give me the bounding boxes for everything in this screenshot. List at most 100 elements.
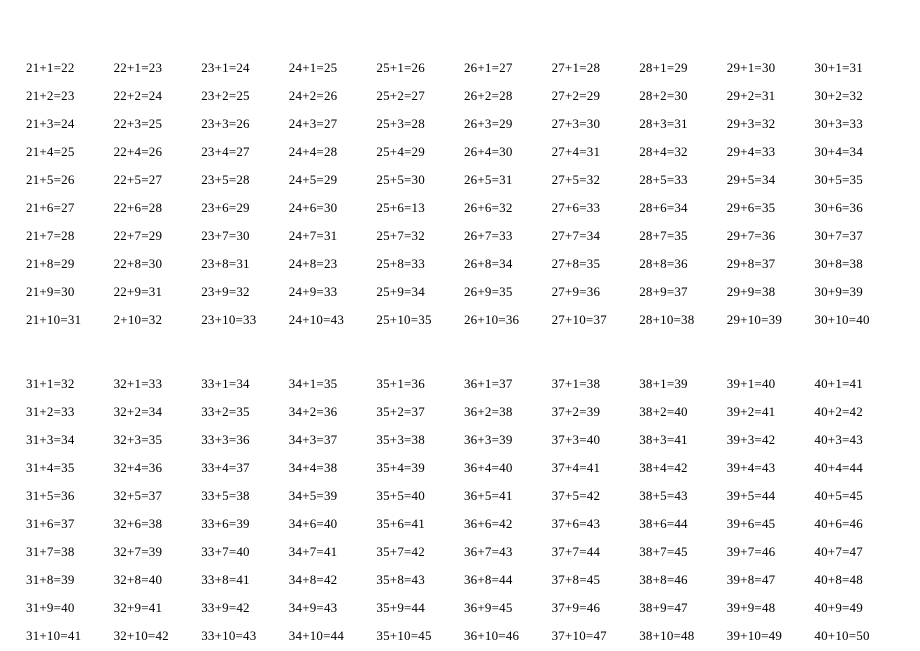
equation-cell: 26+6=32	[462, 200, 546, 216]
equation-cell: 34+1=35	[287, 376, 371, 392]
equation-cell: 29+5=34	[725, 172, 809, 188]
equation-cell: 37+1=38	[550, 376, 634, 392]
equation-cell: 24+6=30	[287, 200, 371, 216]
equation-cell: 28+8=36	[637, 256, 721, 272]
equation-cell: 37+7=44	[550, 544, 634, 560]
equation-cell: 30+5=35	[812, 172, 896, 188]
equation-cell: 30+8=38	[812, 256, 896, 272]
equation-cell: 27+7=34	[550, 228, 634, 244]
equation-cell: 30+6=36	[812, 200, 896, 216]
equation-cell: 24+3=27	[287, 116, 371, 132]
equation-cell: 24+4=28	[287, 144, 371, 160]
equation-cell: 31+9=40	[24, 600, 108, 616]
equation-cell: 36+10=46	[462, 628, 546, 644]
equation-cell: 34+4=38	[287, 460, 371, 476]
equation-cell: 24+2=26	[287, 88, 371, 104]
equation-cell: 38+6=44	[637, 516, 721, 532]
equation-cell: 27+2=29	[550, 88, 634, 104]
equation-cell: 26+5=31	[462, 172, 546, 188]
equation-cell: 28+4=32	[637, 144, 721, 160]
equation-cell: 23+6=29	[199, 200, 283, 216]
equation-cell: 38+7=45	[637, 544, 721, 560]
equation-cell: 34+3=37	[287, 432, 371, 448]
equation-cell: 38+1=39	[637, 376, 721, 392]
addition-table-page: 21+1=2222+1=2323+1=2424+1=2525+1=2626+1=…	[0, 0, 920, 651]
equation-cell: 29+2=31	[725, 88, 809, 104]
equation-cell: 35+8=43	[374, 572, 458, 588]
equation-cell: 31+4=35	[24, 460, 108, 476]
equation-cell: 31+8=39	[24, 572, 108, 588]
equation-cell: 38+9=47	[637, 600, 721, 616]
equation-cell: 38+3=41	[637, 432, 721, 448]
equation-cell: 40+9=49	[812, 600, 896, 616]
equation-cell: 29+4=33	[725, 144, 809, 160]
equation-cell: 34+5=39	[287, 488, 371, 504]
equation-cell: 32+2=34	[112, 404, 196, 420]
equation-cell: 34+7=41	[287, 544, 371, 560]
equation-cell: 22+8=30	[112, 256, 196, 272]
equation-cell: 38+4=42	[637, 460, 721, 476]
equation-cell: 40+5=45	[812, 488, 896, 504]
equation-cell: 29+9=38	[725, 284, 809, 300]
equation-cell: 34+9=43	[287, 600, 371, 616]
equation-cell: 36+3=39	[462, 432, 546, 448]
equation-cell: 29+10=39	[725, 312, 809, 328]
equation-cell: 40+4=44	[812, 460, 896, 476]
equation-cell: 23+4=27	[199, 144, 283, 160]
equation-cell: 24+1=25	[287, 60, 371, 76]
equation-cell: 25+2=27	[374, 88, 458, 104]
equation-cell: 33+3=36	[199, 432, 283, 448]
equation-cell: 30+9=39	[812, 284, 896, 300]
equation-cell: 36+8=44	[462, 572, 546, 588]
equation-cell: 22+3=25	[112, 116, 196, 132]
equation-cell: 27+4=31	[550, 144, 634, 160]
equation-cell: 30+7=37	[812, 228, 896, 244]
equation-cell: 30+1=31	[812, 60, 896, 76]
equation-cell: 37+3=40	[550, 432, 634, 448]
equation-cell: 36+5=41	[462, 488, 546, 504]
equation-cell: 31+6=37	[24, 516, 108, 532]
equation-cell: 36+6=42	[462, 516, 546, 532]
equation-cell: 35+5=40	[374, 488, 458, 504]
equation-cell: 24+5=29	[287, 172, 371, 188]
equation-cell: 27+6=33	[550, 200, 634, 216]
equation-cell: 36+4=40	[462, 460, 546, 476]
equation-cell: 34+2=36	[287, 404, 371, 420]
equation-cell: 26+4=30	[462, 144, 546, 160]
equation-cell: 39+1=40	[725, 376, 809, 392]
equation-cell: 35+10=45	[374, 628, 458, 644]
equation-cell: 34+6=40	[287, 516, 371, 532]
equation-cell: 28+2=30	[637, 88, 721, 104]
equation-cell: 21+10=31	[24, 312, 108, 328]
equation-cell: 25+10=35	[374, 312, 458, 328]
equation-cell: 37+2=39	[550, 404, 634, 420]
equation-cell: 28+6=34	[637, 200, 721, 216]
equation-cell: 31+1=32	[24, 376, 108, 392]
equation-cell: 22+4=26	[112, 144, 196, 160]
equation-cell: 40+3=43	[812, 432, 896, 448]
equation-cell: 29+8=37	[725, 256, 809, 272]
equation-cell: 23+7=30	[199, 228, 283, 244]
equation-cell: 22+7=29	[112, 228, 196, 244]
equation-cell: 33+5=38	[199, 488, 283, 504]
equation-cell: 27+5=32	[550, 172, 634, 188]
equation-cell: 39+2=41	[725, 404, 809, 420]
equation-cell: 35+4=39	[374, 460, 458, 476]
equation-cell: 36+9=45	[462, 600, 546, 616]
equation-cell: 25+9=34	[374, 284, 458, 300]
equation-cell: 37+10=47	[550, 628, 634, 644]
equation-cell: 2+10=32	[112, 312, 196, 328]
equation-cell: 38+10=48	[637, 628, 721, 644]
equation-cell: 30+3=33	[812, 116, 896, 132]
equation-cell: 29+3=32	[725, 116, 809, 132]
equation-cell: 33+1=34	[199, 376, 283, 392]
equation-cell: 39+3=42	[725, 432, 809, 448]
equation-cell: 40+1=41	[812, 376, 896, 392]
equation-cell: 37+9=46	[550, 600, 634, 616]
equation-cell: 37+5=42	[550, 488, 634, 504]
equation-cell: 23+9=32	[199, 284, 283, 300]
equation-cell: 24+7=31	[287, 228, 371, 244]
equation-cell: 25+3=28	[374, 116, 458, 132]
equation-cell: 32+4=36	[112, 460, 196, 476]
equation-cell: 34+10=44	[287, 628, 371, 644]
